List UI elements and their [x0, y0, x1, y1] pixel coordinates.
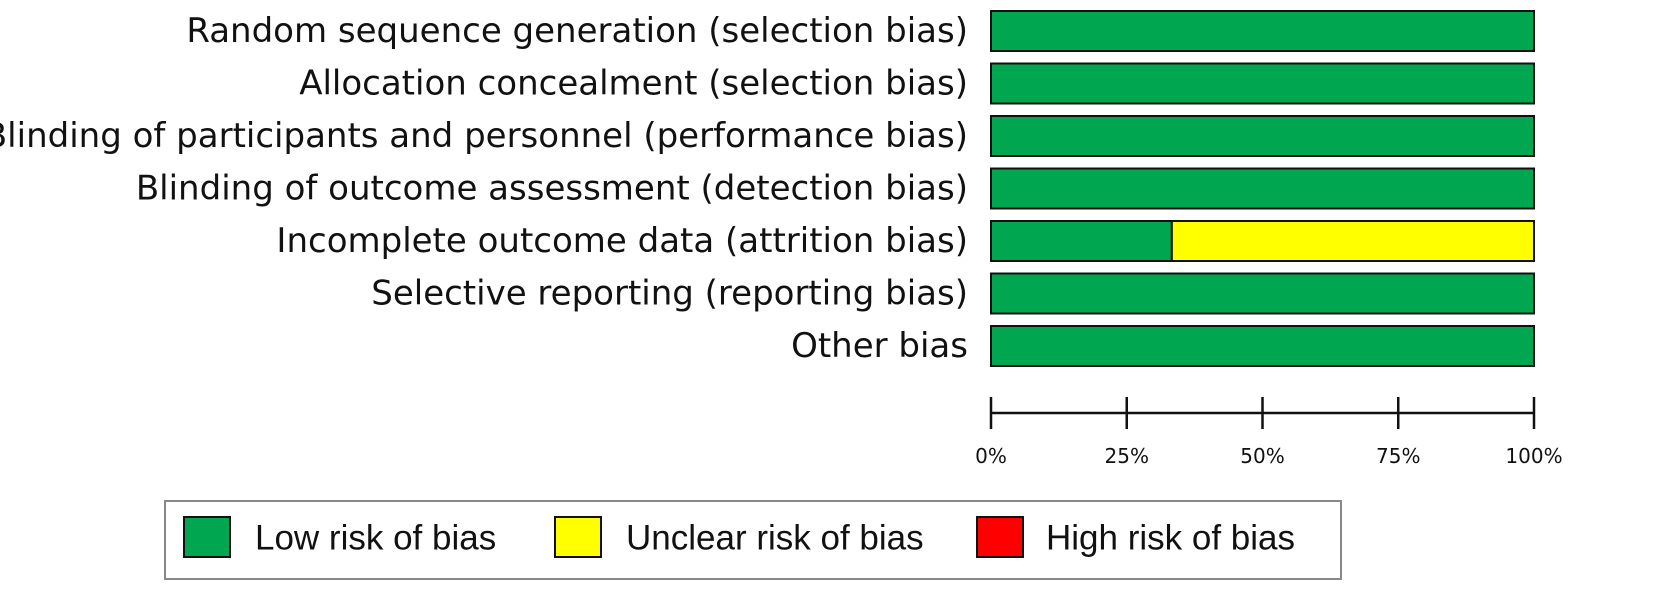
category-label: Selective reporting (reporting bias) [371, 274, 968, 314]
category-label: Other bias [791, 326, 968, 366]
category-label: Blinding of participants and personnel (… [0, 116, 968, 156]
bar-segment-low-risk-of-bias [990, 62, 1535, 105]
category-label: Blinding of outcome assessment (detectio… [136, 169, 968, 209]
legend-box [164, 500, 1342, 580]
x-tick-label: 25% [1105, 444, 1149, 468]
x-tick-label: 75% [1376, 444, 1420, 468]
bar-segment-low-risk-of-bias [990, 167, 1535, 210]
x-tick-label: 50% [1240, 444, 1284, 468]
x-tick-label: 0% [975, 444, 1007, 468]
legend: Low risk of bias Unclear risk of bias High… [164, 500, 1342, 580]
legend-label: Unclear risk of bias [626, 519, 924, 558]
bar-segment-low-risk-of-bias [990, 220, 1173, 262]
legend-swatch [183, 516, 231, 558]
bar-segment-low-risk-of-bias [990, 10, 1535, 52]
bar-segment-low-risk-of-bias [990, 325, 1535, 367]
legend-swatch [554, 516, 602, 558]
legend-label: High risk of bias [1046, 519, 1295, 558]
bar-segment-low-risk-of-bias [990, 115, 1535, 157]
category-label: Allocation concealment (selection bias) [299, 64, 968, 104]
category-label: Incomplete outcome data (attrition bias) [276, 221, 968, 261]
legend-label: Low risk of bias [255, 519, 496, 558]
bars [990, 10, 1535, 367]
bar-segment-unclear-risk-of-bias [1170, 220, 1535, 262]
bar-segment-low-risk-of-bias [990, 272, 1535, 315]
x-tick-label: 100% [1505, 444, 1562, 468]
category-label: Random sequence generation (selection bi… [186, 11, 968, 51]
legend-swatch [976, 516, 1024, 558]
x-axis: 0% 25% 50% 75% 100% [975, 397, 1563, 468]
category-labels: Random sequence generation (selection bi… [0, 11, 968, 366]
